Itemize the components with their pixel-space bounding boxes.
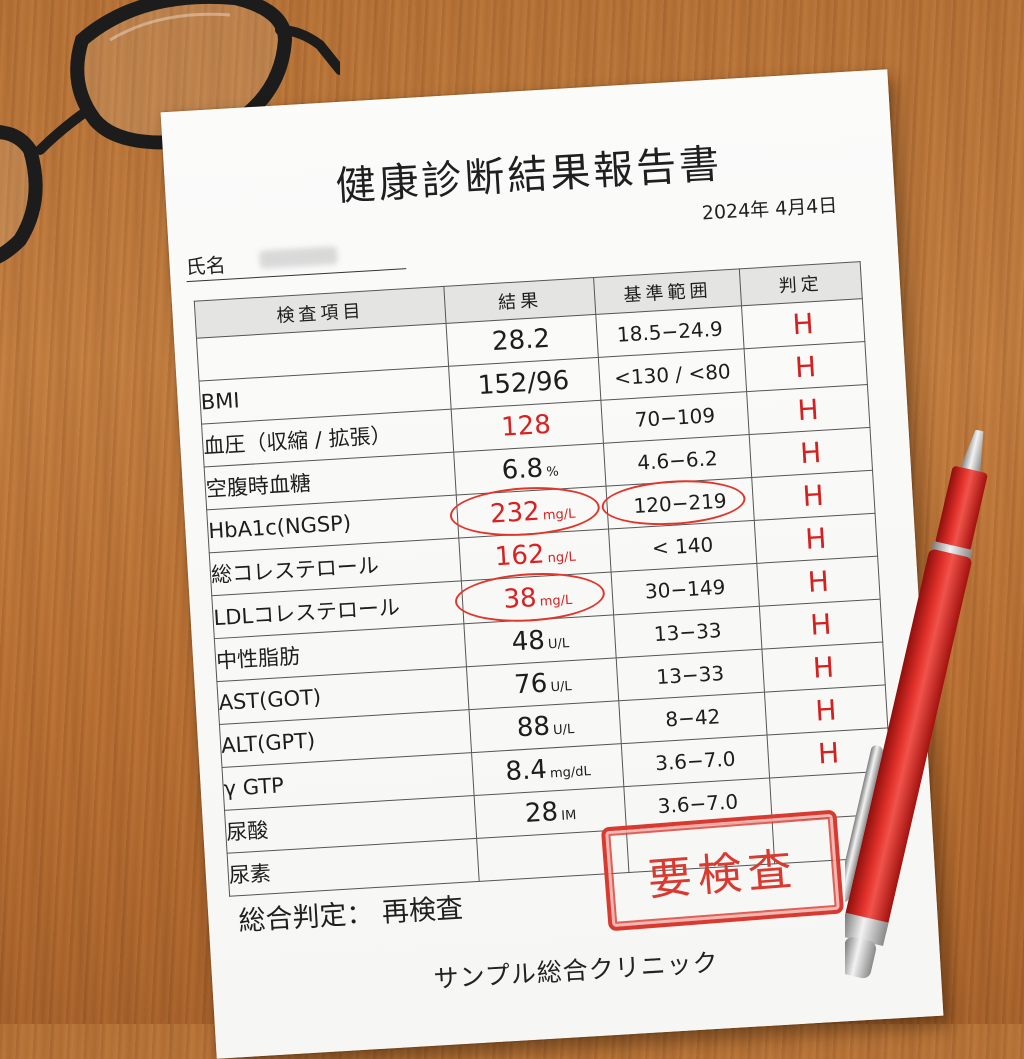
value-unit: mg/dL bbox=[549, 764, 592, 782]
red-circle-mark bbox=[600, 476, 747, 529]
overall-value: 再検査 bbox=[381, 892, 464, 929]
wooden-desk: 健康診断結果報告書 2024年 4月4日 氏名 検査項目 結果 基準範囲 判定 … bbox=[0, 0, 988, 1059]
red-ballpoint-pen-icon bbox=[845, 430, 988, 979]
value-number bbox=[551, 841, 553, 871]
value-number: 48 bbox=[510, 625, 546, 658]
overall-label: 総合判定： bbox=[237, 898, 375, 938]
value-unit: mg/L bbox=[542, 506, 576, 524]
value-number: 76 bbox=[513, 668, 549, 701]
value-unit: mg/L bbox=[539, 592, 573, 610]
value-number: 8.4 bbox=[504, 754, 548, 788]
clinic-name: サンプル総合クリニック bbox=[432, 947, 720, 994]
health-checkup-report: 健康診断結果報告書 2024年 4月4日 氏名 検査項目 結果 基準範囲 判定 … bbox=[160, 69, 944, 1059]
judgement-flag: H bbox=[743, 341, 868, 392]
re-exam-stamp: 要検査 bbox=[600, 809, 845, 932]
value-unit: IM bbox=[560, 808, 577, 824]
value-unit bbox=[554, 422, 555, 437]
judgement-flag: H bbox=[741, 298, 865, 349]
value-number: 38 bbox=[502, 583, 538, 615]
value-number: 152/96 bbox=[476, 365, 571, 402]
redacted-name bbox=[258, 246, 338, 269]
value-unit: U/L bbox=[547, 636, 570, 653]
report-date: 2024年 4月4日 bbox=[701, 194, 838, 225]
value-number: 162 bbox=[494, 539, 546, 573]
value-number: 28 bbox=[524, 797, 559, 830]
name-label: 氏名 bbox=[185, 252, 227, 280]
value-unit: U/L bbox=[552, 721, 575, 739]
value-number: 232 bbox=[489, 496, 541, 530]
value-number: 6.8 bbox=[500, 453, 544, 486]
value-unit bbox=[572, 377, 573, 392]
value-unit: % bbox=[545, 464, 560, 481]
value-number: 88 bbox=[515, 711, 551, 744]
value-unit: ng/L bbox=[547, 549, 577, 567]
eyeglasses-icon bbox=[0, 0, 340, 264]
judgement-flag: H bbox=[746, 384, 870, 435]
value-number: 128 bbox=[500, 409, 552, 443]
results-table: 検査項目 結果 基準範囲 判定 28.2 18.5−24.9 H BMI 152/96 <… bbox=[194, 261, 896, 897]
value-unit: U/L bbox=[550, 679, 573, 696]
value-number: 28.2 bbox=[491, 323, 551, 358]
value-unit bbox=[554, 852, 555, 867]
value-unit bbox=[553, 336, 554, 351]
name-field: 氏名 bbox=[184, 238, 407, 283]
